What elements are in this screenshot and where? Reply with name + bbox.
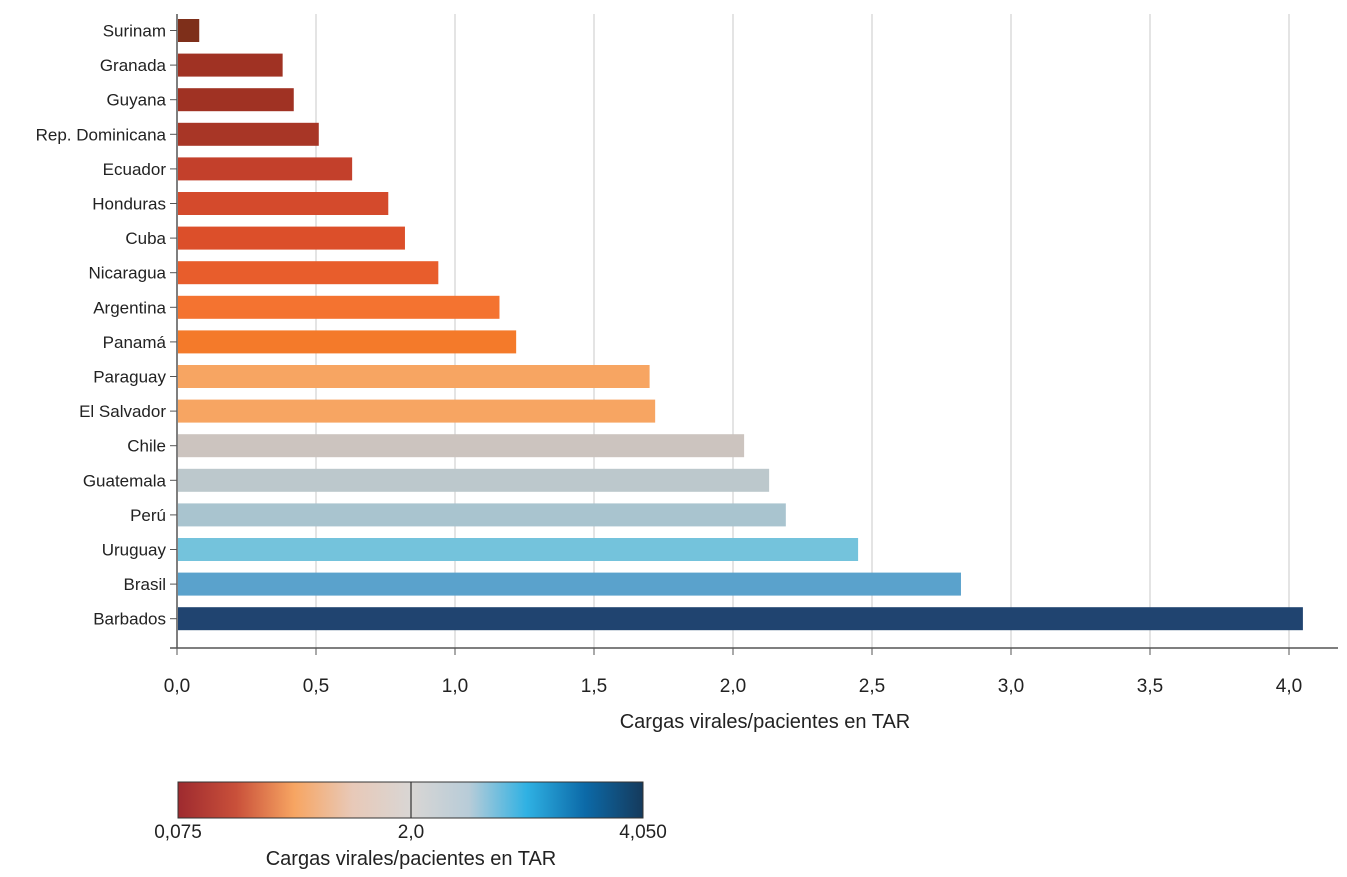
gridlines (315, 14, 1290, 648)
category-label: Brasil (123, 575, 166, 594)
x-tick-label: 2,5 (859, 676, 885, 697)
bar (178, 503, 786, 527)
bars (178, 19, 1303, 631)
category-label: Rep. Dominicana (36, 125, 167, 144)
bar (178, 226, 405, 250)
bar (178, 53, 283, 77)
category-label: Uruguay (102, 541, 167, 560)
x-tick-label: 3,5 (1137, 676, 1163, 697)
bar (178, 434, 745, 458)
category-labels: Surinam Granada Guyana Rep. Dominicana Ecuad… (36, 22, 177, 629)
bar (178, 192, 389, 215)
x-tick-label: 2,0 (720, 676, 746, 697)
color-scale-max-label: 4,050 (619, 822, 667, 843)
category-label: Ecuador (103, 160, 167, 179)
color-scale-mid-label: 2,0 (398, 822, 424, 843)
x-axis-title: Cargas virales/pacientes en TAR (620, 711, 911, 733)
bar (178, 572, 961, 596)
category-label: El Salvador (79, 402, 166, 421)
bar (178, 538, 859, 561)
x-tick-label: 1,5 (581, 676, 607, 697)
x-tick-label: 0,5 (303, 676, 329, 697)
category-label: Panamá (103, 333, 167, 352)
bar (178, 468, 770, 492)
bar (178, 157, 353, 181)
color-scale-legend: 0,075 2,0 4,050 Cargas virales/pacientes… (154, 781, 667, 870)
category-label: Chile (127, 437, 166, 456)
x-tick-label: 1,0 (442, 676, 468, 697)
category-label: Nicaragua (89, 264, 167, 283)
bar (178, 88, 294, 112)
bar (178, 122, 319, 146)
x-tick-labels: 0,0 0,5 1,0 1,5 2,0 2,5 3,0 3,5 4,0 (164, 648, 1302, 697)
x-tick-label: 3,0 (998, 676, 1024, 697)
category-label: Guyana (106, 91, 166, 110)
category-label: Guatemala (83, 471, 167, 490)
category-label: Perú (130, 506, 166, 525)
category-label: Barbados (93, 610, 166, 629)
color-scale-title: Cargas virales/pacientes en TAR (266, 848, 557, 870)
bar (178, 365, 650, 388)
x-tick-label: 4,0 (1276, 676, 1302, 697)
category-label: Cuba (125, 229, 166, 248)
category-label: Paraguay (93, 368, 166, 387)
category-label: Granada (100, 56, 167, 75)
bar (178, 399, 656, 423)
bar (178, 19, 200, 42)
category-label: Argentina (93, 298, 166, 317)
category-label: Surinam (103, 22, 166, 41)
bar (178, 330, 517, 354)
bar (178, 295, 500, 319)
bar (178, 261, 439, 285)
color-scale-min-label: 0,075 (154, 822, 202, 843)
category-label: Honduras (92, 195, 166, 214)
bar (178, 607, 1303, 631)
x-tick-label: 0,0 (164, 676, 190, 697)
